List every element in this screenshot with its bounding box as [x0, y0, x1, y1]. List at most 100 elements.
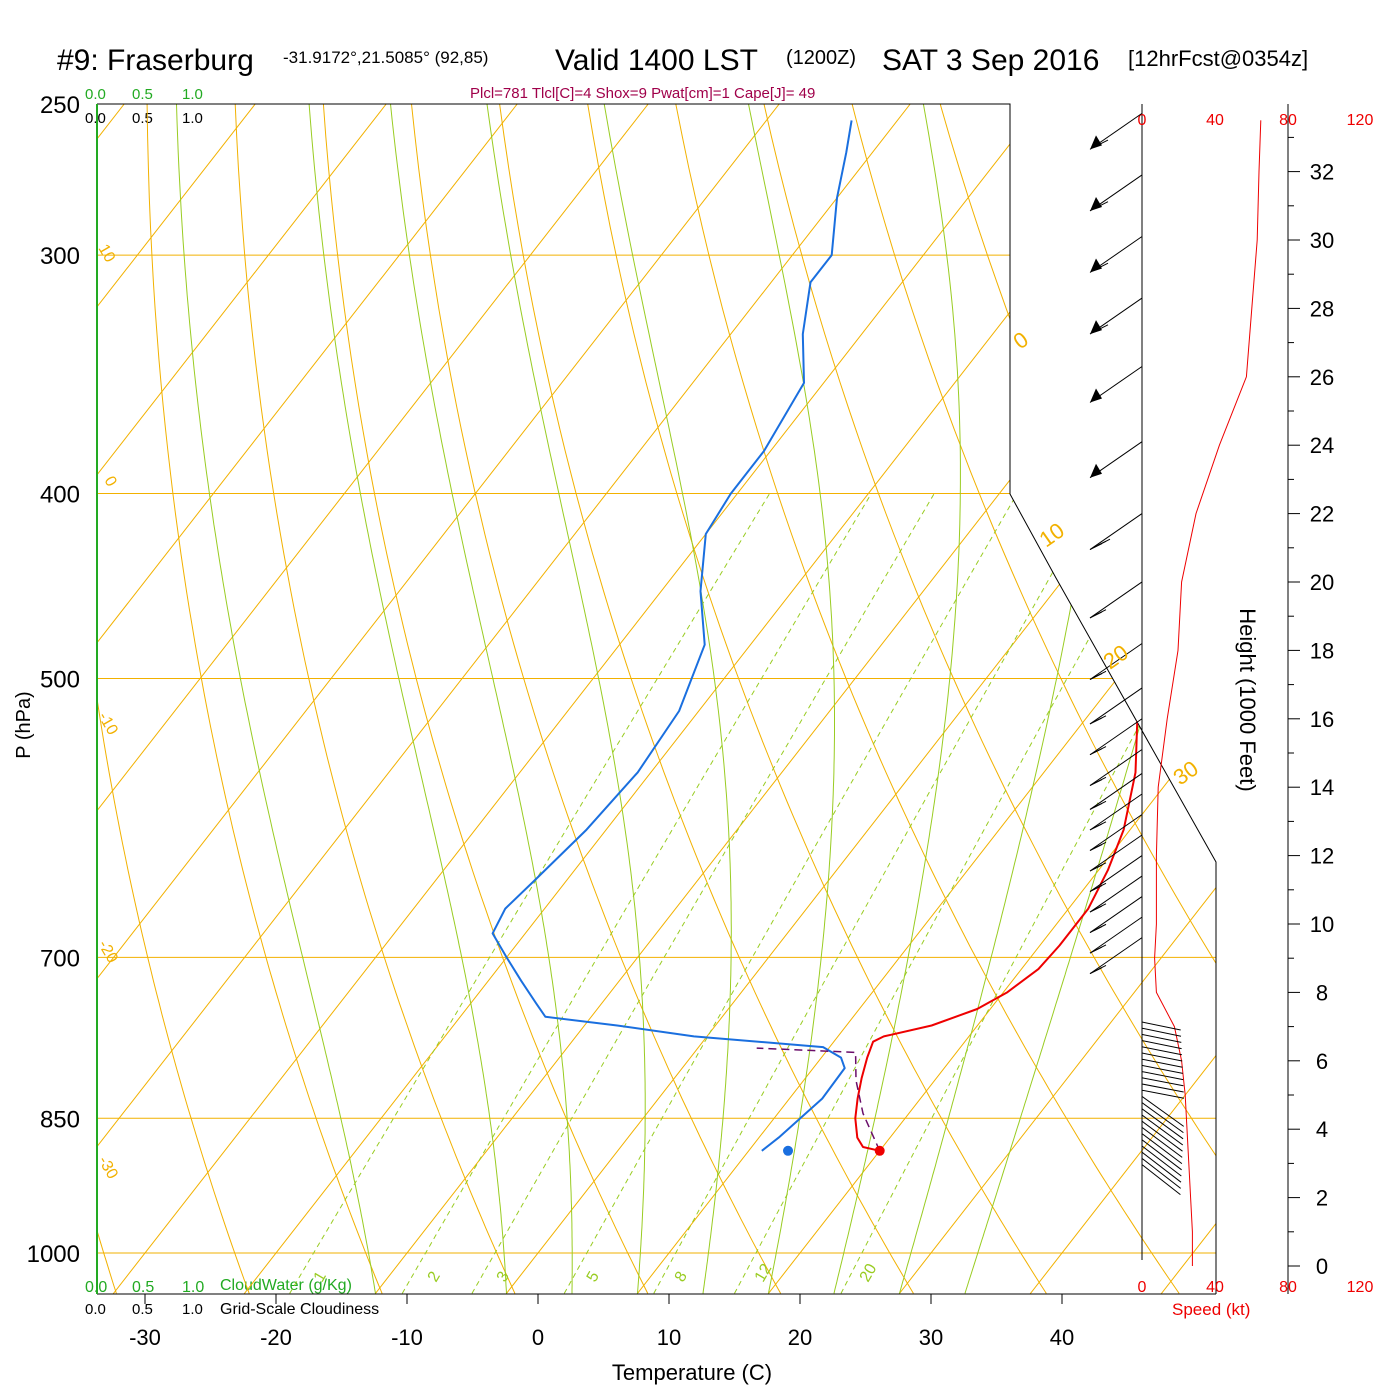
wind-barb: [1089, 718, 1143, 756]
wind-barb-staff: [1141, 1040, 1182, 1050]
wind-barb-staff: [1141, 1158, 1182, 1189]
speed-tick-label: 40: [1206, 112, 1224, 129]
isotherm-line: [505, 104, 1216, 1294]
moist-adiabat-line: [899, 104, 1117, 1294]
isotherm-label: 10: [1035, 518, 1069, 553]
isotherm-line: [97, 104, 649, 1294]
valid-date: SAT 3 Sep 2016: [882, 44, 1099, 77]
wind-barb-pennant: [1090, 320, 1102, 335]
cloudwater-tick: 0.5: [132, 1279, 154, 1296]
isotherm-line: [97, 104, 780, 1294]
wind-speed-line: [1154, 120, 1262, 1266]
x-axis-title: Temperature (C): [612, 1360, 772, 1385]
mixing-ratio-line: [734, 493, 1170, 1294]
wind-barb-staff: [1141, 1058, 1183, 1068]
height-tick-label: 8: [1316, 980, 1328, 1005]
dry-adiabat-line: [233, 104, 516, 1294]
speed-axis-label: Speed (kt): [1172, 1300, 1250, 1319]
sounding-indices: Plcl=781 Tlcl[C]=4 Shox=9 Pwat[cm]=1 Cap…: [470, 85, 815, 102]
x-tick-label: 40: [1050, 1325, 1074, 1350]
wind-barb-staff: [1141, 1046, 1182, 1056]
zulu-time: (1200Z): [786, 47, 856, 69]
isotherm-line: [97, 104, 256, 1294]
wind-barb-pennant: [1090, 258, 1102, 273]
wind-barb: [1089, 937, 1143, 975]
wind-barb: [1089, 773, 1143, 810]
isotherm-line: [97, 104, 387, 1294]
cloudwater-label: CloudWater (g/Kg): [220, 1277, 352, 1294]
wind-barb-staff: [1089, 718, 1143, 756]
height-tick-label: 24: [1310, 433, 1334, 458]
moist-adiabat-line: [744, 104, 835, 1294]
wind-barb-staff: [1089, 749, 1143, 786]
speed-tick-label: 120: [1347, 112, 1374, 129]
wind-barb-staff: [1141, 1102, 1184, 1134]
y-tick-label: 250: [40, 92, 80, 119]
x-tick-label: -10: [391, 1325, 423, 1350]
y-tick-label: 1000: [27, 1241, 80, 1268]
wind-barb-feather: [1093, 841, 1107, 849]
parcel-profile-line: [756, 1047, 881, 1152]
moist-adiabat-line: [388, 104, 573, 1294]
wind-barb-staff: [1141, 1089, 1185, 1099]
cloudwater-tick: 0.5: [132, 86, 153, 103]
isotherm-line: [97, 104, 518, 1294]
wind-barb-staff: [1141, 1027, 1182, 1037]
wind-barb: [1089, 855, 1143, 892]
wind-barb: [1089, 814, 1143, 851]
isotherm-label: -30: [95, 1154, 121, 1183]
wind-barb: [1089, 581, 1143, 619]
wind-barb-feather: [1093, 670, 1107, 678]
dry-adiabat-line: [756, 104, 1216, 1294]
x-tick-label: 20: [788, 1325, 812, 1350]
wind-barb-staff: [1141, 1126, 1183, 1158]
wind-barb-staff: [1141, 1139, 1182, 1171]
wind-barb: [1089, 112, 1143, 150]
height-axis-title: Height (1000 Feet): [1235, 608, 1260, 791]
wind-barb: [1089, 896, 1143, 934]
dry-adiabat-line: [407, 104, 782, 1294]
isotherm-line: [374, 104, 1216, 1294]
isotherm-label: -20: [95, 938, 121, 967]
wind-barb: [1089, 441, 1143, 479]
wind-barb: [1089, 793, 1143, 831]
temperature-surface-marker: [874, 1145, 885, 1156]
x-tick-label: -20: [260, 1325, 292, 1350]
wind-barb-staff: [1089, 793, 1143, 831]
dry-adiabat-line: [581, 104, 1047, 1294]
height-tick-label: 6: [1316, 1049, 1328, 1074]
series-layer: [491, 119, 1139, 1156]
dry-adiabat-line: [1279, 70, 1400, 1293]
dewpoint-profile-line: [491, 120, 853, 1152]
wind-barb-staff: [1089, 875, 1143, 913]
x-tick-label: -30: [129, 1325, 161, 1350]
wind-barb-staff: [1141, 1052, 1183, 1062]
mixing-ratio-label: 8: [672, 1269, 691, 1285]
wind-barb-pennant: [1090, 388, 1102, 403]
mixing-ratio-line: [653, 493, 1098, 1294]
isotherm-line: [112, 104, 1042, 1294]
cloud-scale-bottom: 0.0 0.5 1.0 CloudWater (g/Kg) 0.0 0.5 1.…: [85, 1277, 379, 1318]
wind-barb-staff: [1141, 1151, 1182, 1183]
mixing-ratio-line: [471, 493, 935, 1294]
dry-adiabat-line: [669, 104, 1180, 1294]
wind-barb-staff: [1141, 1071, 1184, 1081]
wind-barb-staff: [1089, 937, 1143, 975]
wind-barb: [1089, 366, 1143, 403]
wind-barb-feather: [1093, 776, 1107, 784]
wind-barb-pennant: [1090, 196, 1102, 211]
background-lines: [97, 70, 1400, 1294]
wind-barb-staff: [1089, 773, 1143, 810]
speed-tick-label: 0: [1138, 1279, 1147, 1296]
valid-time: Valid 1400 LST: [555, 44, 758, 77]
mixing-ratio-label: 20: [857, 1261, 881, 1285]
isotherm-line: [1160, 104, 1216, 1294]
dry-adiabat-line: [320, 104, 649, 1294]
cloudwater-tick: 0.0: [85, 86, 106, 103]
speed-tick-label: 0: [1138, 112, 1147, 129]
wind-barb: [1089, 174, 1143, 212]
speed-tick-label: 120: [1347, 1279, 1374, 1296]
moist-adiabat-line: [484, 104, 646, 1294]
